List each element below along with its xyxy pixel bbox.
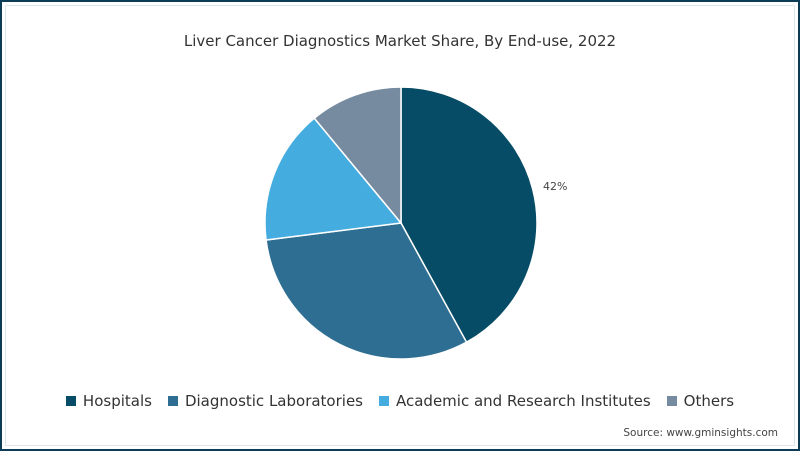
legend-swatch-icon <box>666 396 677 406</box>
legend-item-academic-research[interactable]: Academic and Research Institutes <box>379 392 651 410</box>
legend-item-hospitals[interactable]: Hospitals <box>65 392 152 410</box>
pie-slice-diagnostic-laboratories[interactable] <box>265 222 468 360</box>
legend-label: Diagnostic Laboratories <box>184 392 363 410</box>
legend-label: Others <box>683 392 735 410</box>
pie-slice-academic-research[interactable] <box>264 117 403 241</box>
source-note: Source: www.gminsights.com <box>623 427 778 439</box>
legend-swatch-icon <box>65 396 76 406</box>
legend-swatch-icon <box>167 396 178 406</box>
legend-swatch-icon <box>379 396 389 406</box>
legend-label: Academic and Research Institutes <box>396 392 651 410</box>
legend-item-diagnostic-laboratories[interactable]: Diagnostic Laboratories <box>167 392 363 410</box>
pie-slice-others[interactable] <box>313 86 402 226</box>
chart-inner-border <box>5 5 795 446</box>
pie-slices <box>264 86 538 360</box>
slice-label-hospitals: 42% <box>543 180 568 193</box>
legend-label: Hospitals <box>82 392 152 410</box>
legend: Hospitals Diagnostic Laboratories Academ… <box>0 392 800 410</box>
chart-title: Liver Cancer Diagnostics Market Share, B… <box>183 32 617 50</box>
pie-slice-hospitals[interactable] <box>400 86 538 344</box>
legend-item-others[interactable]: Others <box>666 392 735 410</box>
